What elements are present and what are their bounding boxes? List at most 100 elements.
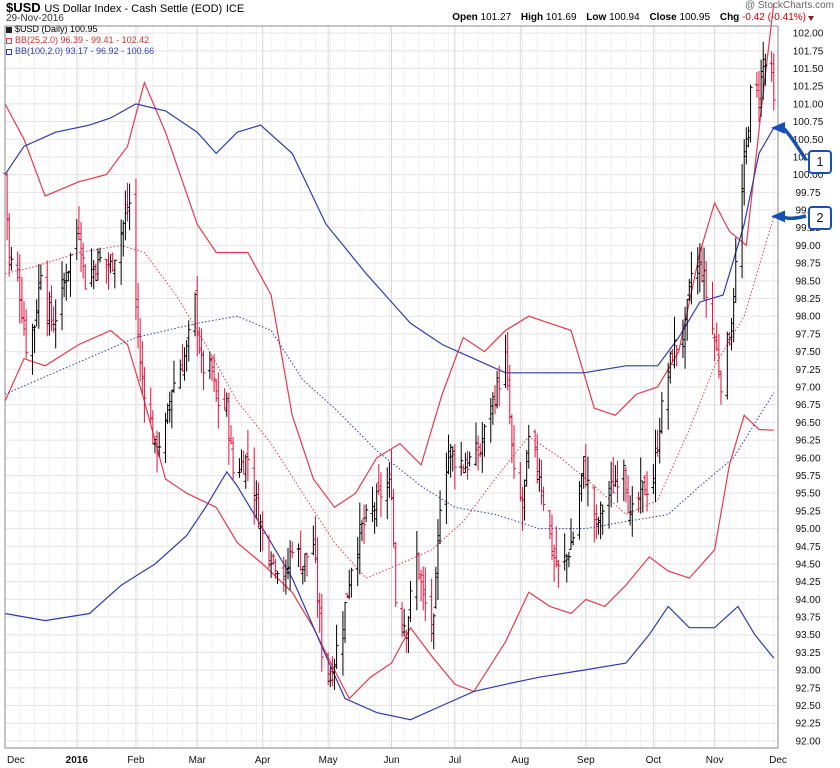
- x-tick-label: Dec: [769, 755, 787, 766]
- ohlc-bar: [254, 480, 259, 519]
- ohlc-bar: [68, 252, 73, 297]
- annotation-badge-2: 2: [808, 206, 832, 230]
- x-tick-label: Feb: [127, 755, 145, 766]
- ohlc-bar: [497, 365, 502, 407]
- ohlc-bar: [142, 367, 147, 423]
- ohlc-bar: [38, 264, 43, 291]
- ohlc-bar: [193, 292, 198, 337]
- ohlc-bar: [184, 340, 189, 372]
- ohlc-bar: [241, 450, 246, 475]
- close-label: Close: [649, 12, 677, 23]
- ohlc-bar: [435, 519, 440, 601]
- ohlc-bar: [459, 441, 464, 476]
- ohlc-bar: [742, 139, 747, 206]
- ohlc-bar: [402, 608, 407, 637]
- ohlc-bar: [17, 254, 22, 324]
- ohlc-bar: [564, 553, 569, 583]
- y-tick-label: 97.25: [795, 365, 820, 376]
- legend-bb100-text: BB(100,2.0) 93.17 - 96.92 - 100.66: [15, 46, 155, 56]
- ohlc-bar: [562, 533, 567, 571]
- y-tick-label: 94.25: [795, 577, 820, 588]
- ohlc-bar: [127, 183, 132, 231]
- ohlc-bar: [611, 457, 616, 494]
- x-tick-label: Nov: [706, 755, 724, 766]
- arrowhead-icon: [771, 121, 785, 134]
- ohlc-bar: [245, 430, 250, 482]
- ohlc-bar: [585, 456, 590, 507]
- y-tick-label: 92.00: [795, 736, 820, 747]
- ohlc-bar: [429, 578, 434, 643]
- y-tick-label: 98.25: [795, 294, 820, 305]
- ohlc-bar: [376, 464, 381, 495]
- ohlc-bar: [302, 553, 307, 582]
- ohlc-bar: [476, 435, 481, 471]
- ohlc-bar: [444, 452, 449, 525]
- arrowhead-icon: [771, 210, 785, 223]
- y-tick-label: 101.00: [793, 99, 824, 110]
- ohlc-bar: [613, 465, 618, 488]
- ohlc-bar: [438, 490, 443, 545]
- ohlc-bar: [311, 525, 316, 556]
- y-tick-label: 99.00: [795, 241, 820, 252]
- ohlc-bar: [108, 254, 113, 274]
- y-tick-label: 100.50: [793, 135, 824, 146]
- ohlc-bar: [623, 466, 628, 503]
- x-tick-label: Oct: [646, 755, 662, 766]
- x-tick-label: Mar: [189, 755, 207, 766]
- down-triangle-icon: [808, 16, 814, 21]
- ohlc-bar: [463, 452, 468, 474]
- y-tick-label: 92.75: [795, 683, 820, 694]
- ohlc-bar: [290, 541, 295, 559]
- ohlc-bar: [260, 511, 265, 551]
- instrument-description: US Dollar Index - Cash Settle (EOD): [44, 3, 223, 15]
- ohlc-bar: [704, 260, 709, 318]
- ohlc-bar: [49, 285, 54, 331]
- y-tick-label: 92.50: [795, 701, 820, 712]
- x-tick-label: Jun: [383, 755, 399, 766]
- ohlc-bar: [313, 516, 318, 564]
- ohlc-bar: [492, 385, 497, 415]
- ohlc-bar: [334, 624, 339, 669]
- y-tick-label: 95.25: [795, 506, 820, 517]
- y-tick-label: 96.50: [795, 418, 820, 429]
- y-tick-label: 96.75: [795, 400, 820, 411]
- ohlc-bar: [547, 510, 552, 540]
- ohlc-bar: [539, 459, 544, 505]
- band-bb-25-2-0-upper: [4, 3, 775, 509]
- y-tick-label: 93.25: [795, 648, 820, 659]
- ohlc-bar: [600, 504, 605, 535]
- ohlc-bar: [541, 486, 546, 511]
- ohlc-bar: [212, 354, 217, 392]
- ohlc-bar: [275, 571, 280, 585]
- ohlc-bar: [416, 552, 421, 581]
- ohlc-bar: [550, 514, 555, 560]
- ohlc-bar: [725, 331, 730, 400]
- open-label: Open: [452, 12, 478, 23]
- ohlc-bar: [642, 475, 647, 496]
- y-tick-label: 93.75: [795, 613, 820, 624]
- ohlc-bar: [746, 126, 751, 148]
- ohlc-bar: [237, 458, 242, 478]
- annotation-badge-1: 1: [808, 150, 832, 174]
- ohlc-bar: [123, 190, 128, 241]
- band-bb-25-2-0-middle: [4, 216, 775, 579]
- ohlc-bar: [450, 446, 455, 472]
- ohlc-bar: [408, 580, 413, 623]
- ohlc-bar: [372, 502, 377, 534]
- ohlc-bar: [712, 333, 717, 362]
- ohlc-bar: [51, 306, 56, 333]
- ohlc-bar: [495, 370, 500, 409]
- ohlc-bar: [571, 531, 576, 546]
- ohlc-bar: [315, 537, 320, 618]
- ohlc-bar: [621, 459, 626, 502]
- ohlc-bar: [83, 264, 88, 290]
- ohlc-bar: [271, 553, 276, 565]
- ohlc-bar: [666, 362, 671, 430]
- ohlc-bar: [231, 437, 236, 481]
- ohlc-bar: [9, 246, 14, 271]
- y-tick-label: 94.00: [795, 595, 820, 606]
- stockcharts-watermark: @ StockCharts.com: [744, 0, 834, 11]
- ohlc-bar: [566, 551, 571, 568]
- ohlc-bar: [763, 53, 768, 86]
- ohlc-bar: [256, 482, 261, 528]
